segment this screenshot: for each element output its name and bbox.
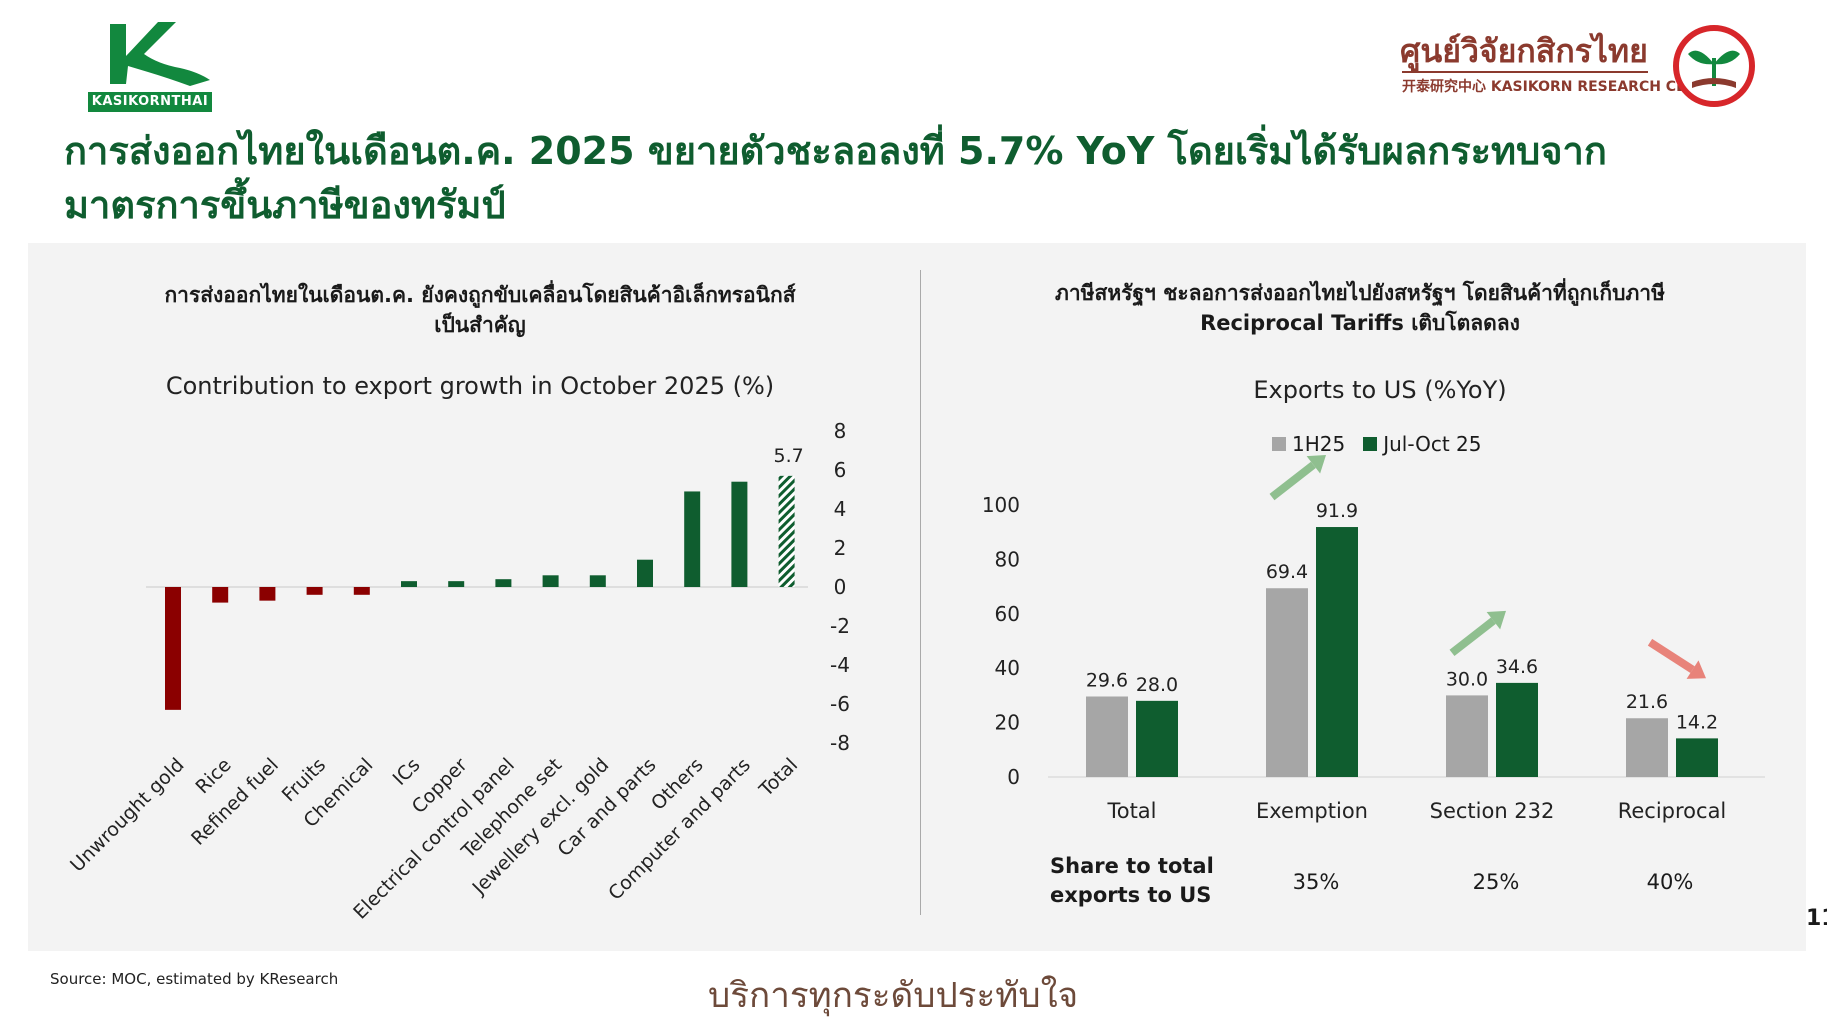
legend-label-jul-oct: Jul-Oct 25 [1383,432,1482,456]
bar-reciprocal-1h25 [1626,718,1668,777]
left-chart-title: Contribution to export growth in October… [165,372,775,400]
k-logo-icon [110,22,210,86]
bar-section-232-1h25 [1446,695,1488,777]
footer-slogan: บริการทุกระดับประทับใจ [708,976,1079,1016]
source-note: Source: MOC, estimated by KResearch [50,970,339,988]
right-chart-title: Exports to US (%YoY) [1253,376,1507,404]
trend-arrow-up-exemption [1269,461,1316,501]
trend-arrowhead-section-232 [1486,610,1506,630]
data-label-section-232-1h25: 30.0 [1446,668,1488,690]
data-label-section-232-jul-oct-25: 34.6 [1496,656,1538,678]
y-tick-label: 2 [834,536,847,560]
kasikornthai-wordmark: KASIKORNTHAI [88,92,212,112]
y-tick-label: 8 [834,419,847,443]
data-label-total: 5.7 [773,445,803,467]
y-tick-label: -8 [830,731,850,755]
bar-fruits [306,587,323,595]
x-tick-label: ICs [389,754,425,790]
right-subtitle: ภาษีสหรัฐฯ ชะลอการส่งออกไทยไปยังสหรัฐฯ โ… [960,278,1760,338]
data-label-total-1h25: 29.6 [1086,669,1128,691]
trend-arrowhead-exemption [1306,455,1326,474]
y-tick-label: 80 [995,547,1020,571]
x-tick-label: Unwrought gold [66,754,188,876]
bar-chemical [353,587,370,595]
x-tick-label: Total [1106,799,1156,823]
bar-exemption-jul-oct-25 [1316,527,1358,777]
right-subtitle-line2: Reciprocal Tariffs เติบโตลดลง [1200,311,1520,335]
data-label-reciprocal-jul-oct-25: 14.2 [1676,711,1718,733]
y-tick-label: 0 [1007,765,1020,789]
trend-arrowhead-reciprocal [1686,660,1706,679]
share-reciprocal: 40% [1646,870,1694,894]
legend-swatch-jul-oct [1363,437,1378,451]
bar-total-jul-oct-25 [1136,700,1178,777]
share-label-line2: exports to US [1050,883,1212,907]
trend-arrow-down-reciprocal [1647,638,1695,673]
share-label: Share to total exports to US [1050,852,1214,910]
data-label-exemption-1h25: 69.4 [1266,561,1308,583]
bar-exemption-1h25 [1266,588,1308,777]
bar-copper [448,581,465,587]
share-exemption: 35% [1292,870,1340,894]
logo-rule [1402,71,1648,73]
bar-others [684,491,701,587]
bar-refined-fuel [259,587,276,601]
left-subtitle-line1: การส่งออกไทยในเดือนต.ค. ยังคงถูกขับเคลื่… [164,283,796,307]
right-subtitle-line1: ภาษีสหรัฐฯ ชะลอการส่งออกไทยไปยังสหรัฐฯ โ… [1055,281,1665,305]
share-section-232: 25% [1472,870,1520,894]
y-tick-label: 100 [982,493,1020,517]
bar-car-and-parts [637,559,653,587]
research-center-thai-name: ศูนย์วิจัยกสิกรไทย [1400,32,1648,70]
data-label-exemption-jul-oct-25: 91.9 [1316,500,1358,522]
y-tick-label: 60 [995,602,1020,626]
y-tick-label: -6 [830,692,850,716]
x-tick-label: Reciprocal [1618,799,1727,823]
bar-computer-and-parts [731,481,748,587]
page-title: การส่งออกไทยในเดือนต.ค. 2025 ขยายตัวชะลอ… [64,129,1607,227]
bar-section-232-jul-oct-25 [1496,682,1538,777]
data-label-total-jul-oct-25: 28.0 [1136,674,1178,696]
share-label-line1: Share to total [1050,854,1214,878]
x-tick-label: Refined fuel [187,754,283,850]
legend-item-jul-oct: Jul-Oct 25 [1363,432,1482,456]
research-seal-icon [1673,25,1755,107]
bar-ics [401,581,417,587]
right-chart-legend: 1H25 Jul-Oct 25 [1272,432,1482,456]
bar-unwrought-gold [165,587,181,710]
exports-to-us-chart: 0 20 40 60 80 100 29.6 28.0 Total 69.4 91.9 Exempti… [982,455,1765,823]
y-tick-label: 40 [995,656,1020,680]
y-tick-label: -4 [830,653,850,677]
left-subtitle: การส่งออกไทยในเดือนต.ค. ยังคงถูกขับเคลื่… [60,280,900,340]
page-number: 11 [1806,906,1827,931]
bar-total-1h25 [1086,696,1128,777]
bar-rice [212,587,229,603]
y-tick-label: 0 [834,575,847,599]
bar-reciprocal-jul-oct-25 [1676,738,1718,777]
content-panel [28,243,1806,951]
x-tick-label: Exemption [1256,799,1368,823]
legend-label-1h25: 1H25 [1292,432,1346,456]
left-subtitle-line2: เป็นสำคัญ [434,313,526,337]
y-tick-label: 20 [995,711,1020,735]
y-tick-label: 6 [834,458,847,482]
x-tick-label: Total [754,754,802,802]
x-tick-label: Section 232 [1430,799,1555,823]
bar-jewellery-excl-gold [589,575,606,587]
bar-telephone-set [542,575,559,587]
y-tick-label: -2 [830,614,850,638]
bar-total [778,475,795,587]
legend-item-1h25: 1H25 [1272,432,1345,456]
kasikorn-research-logo: ศูนย์วิจัยกสิกรไทย 开泰研究中心 KASIKORN RESEA… [1400,24,1760,110]
data-label-reciprocal-1h25: 21.6 [1626,691,1668,713]
kasikornthai-logo: KASIKORNTHAI [88,20,216,114]
panel-divider [920,270,921,915]
bar-electrical-control-panel [495,579,512,587]
research-center-english-name: 开泰研究中心 KASIKORN RESEARCH CENTER [1402,79,1728,95]
trend-arrow-up-section-232 [1449,617,1496,657]
legend-swatch-1h25 [1272,437,1286,451]
y-tick-label: 4 [834,497,847,521]
